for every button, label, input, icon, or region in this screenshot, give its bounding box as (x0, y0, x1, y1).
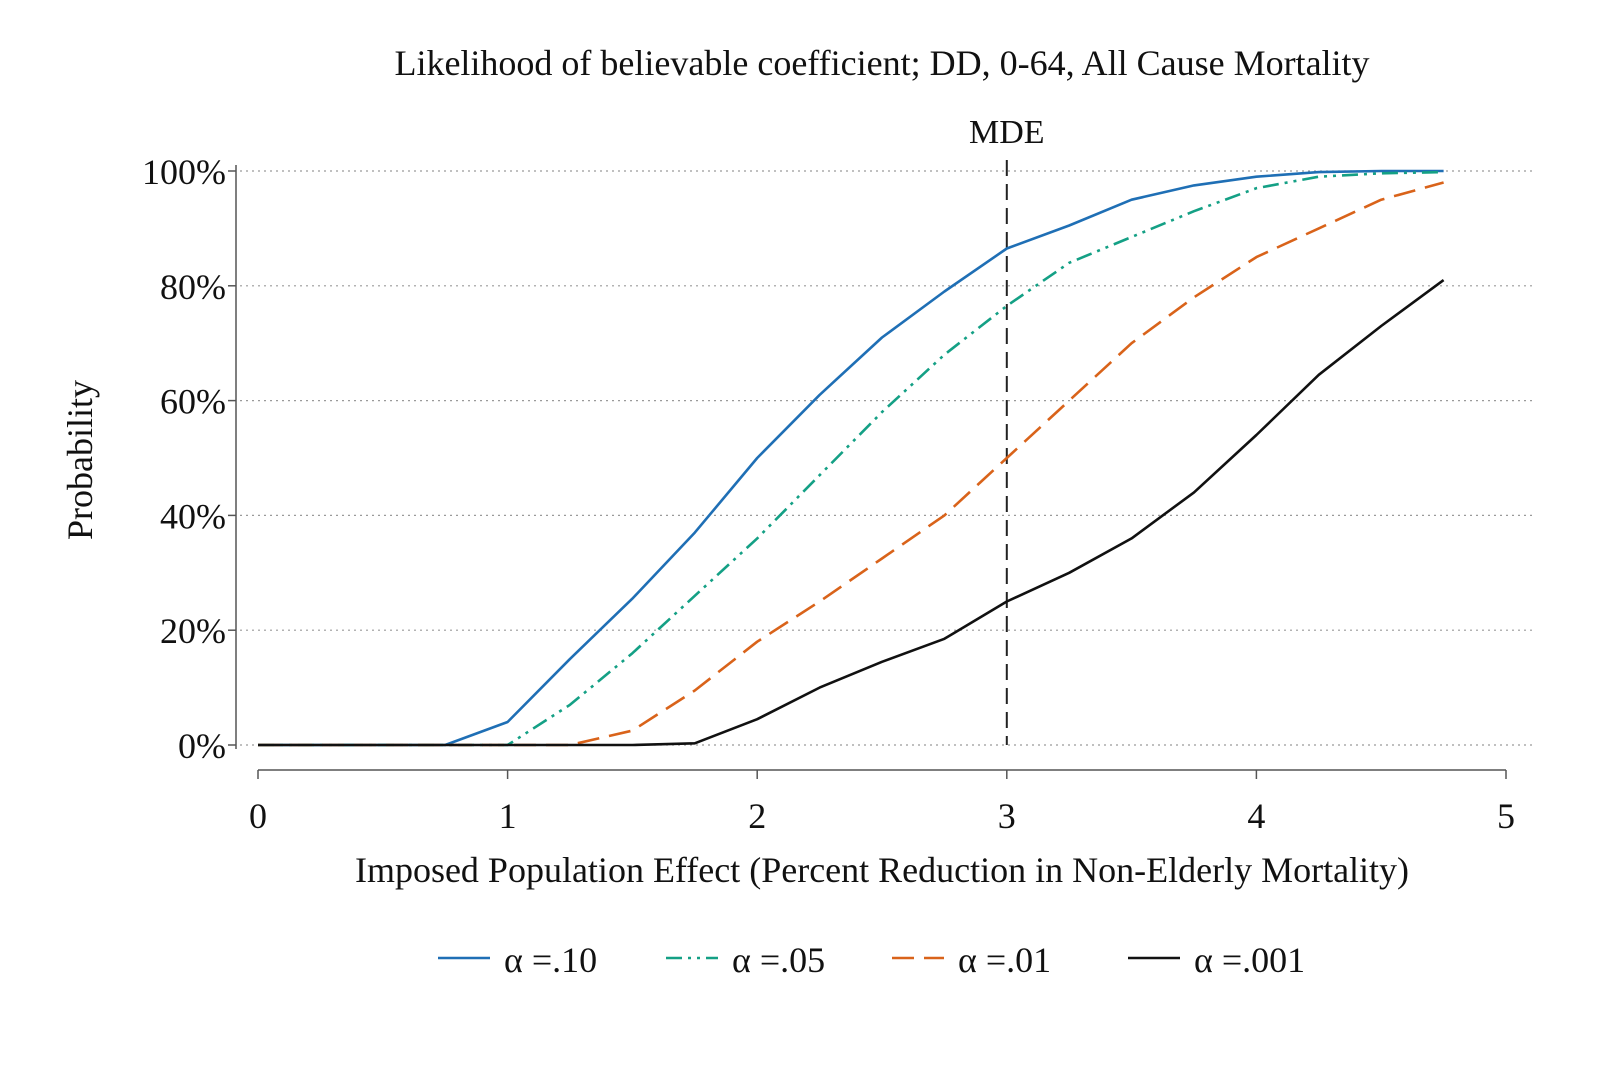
y-tick-label: 0% (178, 726, 226, 766)
legend: α =.10 α =.05 α =.01 α =.001 (438, 940, 1305, 980)
x-tick-label: 4 (1247, 796, 1265, 836)
y-axis-label: Probability (60, 380, 100, 540)
axes: 0% 20% 40% 60% 80% 100% 0 1 2 3 4 5 (142, 152, 1515, 836)
grid-lines (240, 170, 1532, 746)
series-lines (258, 169, 1445, 747)
annotations: MDE (969, 114, 1045, 745)
mde-label: MDE (969, 114, 1045, 151)
series-line-0 (258, 169, 1444, 747)
x-tick-label: 5 (1497, 796, 1515, 836)
y-tick-label: 60% (160, 382, 226, 422)
x-tick-label: 2 (748, 796, 766, 836)
legend-label-1: α =.05 (732, 940, 825, 980)
legend-label-2: α =.01 (958, 940, 1051, 980)
legend-label-3: α =.001 (1194, 940, 1305, 980)
legend-label-0: α =.10 (504, 940, 597, 980)
y-tick-label: 100% (142, 152, 226, 192)
x-tick-label: 1 (499, 796, 517, 836)
series-line-3 (258, 279, 1445, 747)
x-tick-label: 0 (249, 796, 267, 836)
chart-title: Likelihood of believable coefficient; DD… (394, 43, 1369, 83)
x-axis-label: Imposed Population Effect (Percent Reduc… (355, 850, 1409, 890)
y-tick-label: 20% (160, 611, 226, 651)
series-line-2 (258, 181, 1444, 747)
series-line-1 (258, 170, 1444, 747)
y-tick-label: 80% (160, 267, 226, 307)
x-tick-label: 3 (998, 796, 1016, 836)
y-tick-label: 40% (160, 496, 226, 536)
